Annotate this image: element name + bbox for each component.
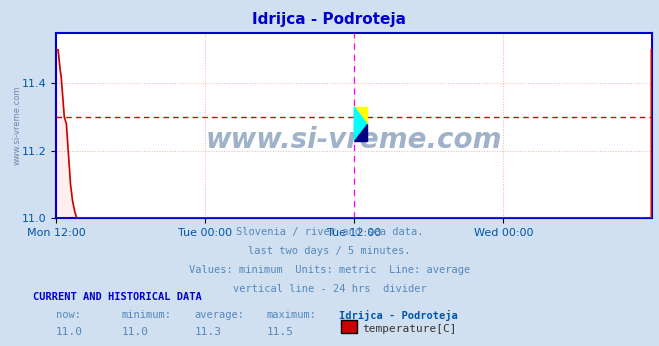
Text: www.si-vreme.com: www.si-vreme.com: [206, 126, 502, 154]
Text: maximum:: maximum:: [267, 310, 317, 320]
Text: now:: now:: [56, 310, 81, 320]
Text: vertical line - 24 hrs  divider: vertical line - 24 hrs divider: [233, 284, 426, 294]
Text: minimum:: minimum:: [122, 310, 172, 320]
Text: average:: average:: [194, 310, 244, 320]
Text: Idrijca - Podroteja: Idrijca - Podroteja: [339, 310, 458, 321]
Text: 11.0: 11.0: [56, 327, 83, 337]
Polygon shape: [354, 124, 366, 140]
Text: last two days / 5 minutes.: last two days / 5 minutes.: [248, 246, 411, 256]
Text: www.si-vreme.com: www.si-vreme.com: [13, 86, 22, 165]
Text: 11.0: 11.0: [122, 327, 149, 337]
Text: CURRENT AND HISTORICAL DATA: CURRENT AND HISTORICAL DATA: [33, 292, 202, 302]
Text: temperature[C]: temperature[C]: [362, 324, 457, 334]
Text: Idrijca - Podroteja: Idrijca - Podroteja: [252, 12, 407, 27]
Polygon shape: [354, 107, 366, 140]
Text: Slovenia / river and sea data.: Slovenia / river and sea data.: [236, 227, 423, 237]
Text: 11.5: 11.5: [267, 327, 294, 337]
Polygon shape: [354, 107, 366, 124]
Text: 11.3: 11.3: [194, 327, 221, 337]
Text: Values: minimum  Units: metric  Line: average: Values: minimum Units: metric Line: aver…: [189, 265, 470, 275]
